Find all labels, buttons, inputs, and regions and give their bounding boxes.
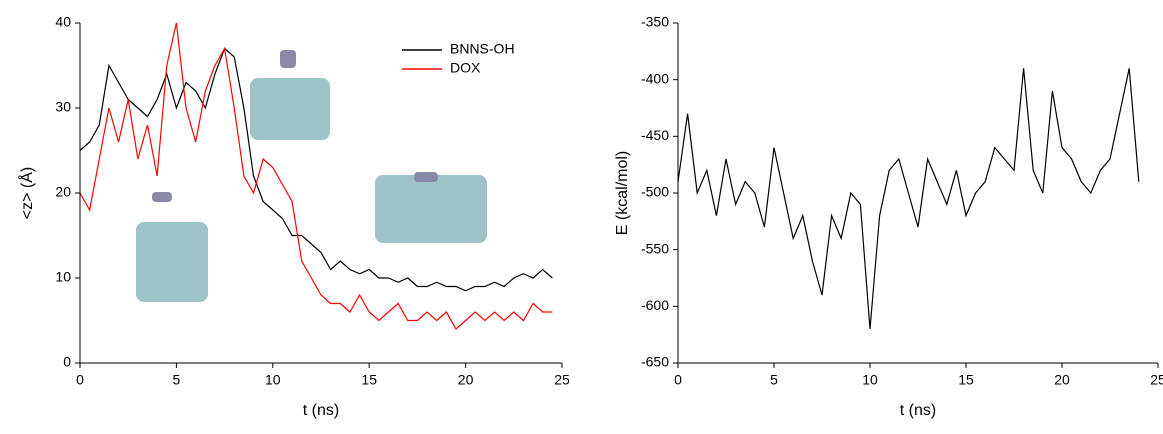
x-tick-label: 25 <box>1150 372 1163 388</box>
x-tick-label: 5 <box>173 372 181 388</box>
membrane-inset <box>250 78 330 140</box>
y-tick-label: -450 <box>641 127 669 143</box>
x-tick-label: 10 <box>265 372 281 388</box>
x-tick-label: 10 <box>862 372 878 388</box>
x-axis-label: t (ns) <box>900 402 936 419</box>
x-tick-label: 0 <box>76 372 84 388</box>
inset-images <box>136 50 487 302</box>
y-tick-label: 10 <box>55 269 71 285</box>
x-axis-label: t (ns) <box>303 402 339 419</box>
x-tick-label: 15 <box>361 372 377 388</box>
y-tick-label: 0 <box>63 354 71 370</box>
data-line <box>677 68 1140 330</box>
data-line <box>79 47 553 292</box>
y-axis-label: E (kcal/mol) <box>614 151 631 235</box>
y-tick-label: 40 <box>55 14 71 30</box>
molecule-inset <box>414 172 438 182</box>
x-tick-label: 15 <box>958 372 974 388</box>
membrane-inset <box>136 222 208 302</box>
molecule-inset <box>152 192 172 202</box>
y-tick-label: -350 <box>641 14 669 30</box>
x-tick-label: 20 <box>1054 372 1070 388</box>
x-tick-label: 5 <box>770 372 778 388</box>
y-tick-label: 30 <box>55 99 71 115</box>
y-tick-label: 20 <box>55 184 71 200</box>
y-tick-label: -500 <box>641 184 669 200</box>
data-line <box>79 22 553 330</box>
membrane-inset <box>375 175 487 243</box>
molecule-inset <box>280 50 296 68</box>
y-tick-label: -400 <box>641 70 669 86</box>
legend-label: BNNS-OH <box>450 41 515 57</box>
y-tick-label: -600 <box>641 297 669 313</box>
y-tick-label: -550 <box>641 240 669 256</box>
x-tick-label: 25 <box>554 372 570 388</box>
y-axis-label: <z> (Å) <box>17 167 36 219</box>
legend-label: DOX <box>450 60 481 76</box>
x-tick-label: 0 <box>674 372 682 388</box>
y-tick-label: -650 <box>641 354 669 370</box>
x-tick-label: 20 <box>458 372 474 388</box>
